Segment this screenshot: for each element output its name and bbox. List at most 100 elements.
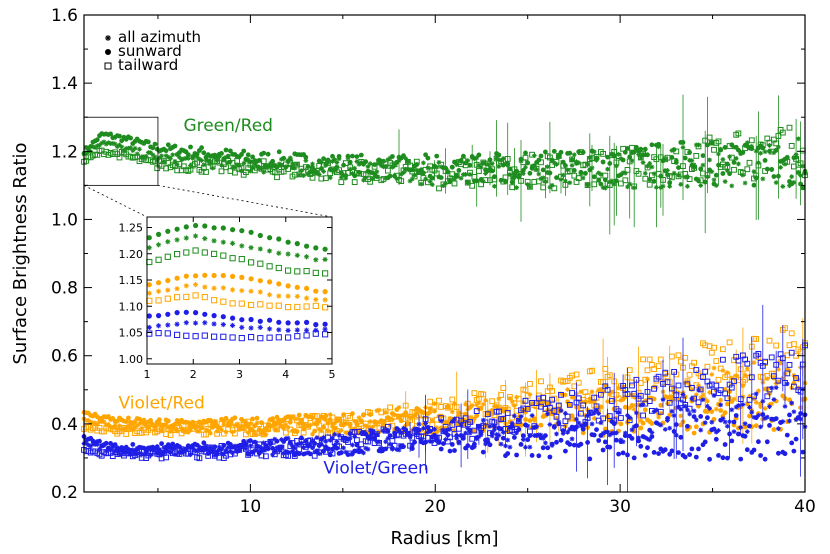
inset-y-tick-label: 1.25	[119, 222, 144, 235]
data-point	[314, 435, 320, 440]
data-point	[196, 428, 202, 434]
data-point	[567, 150, 573, 156]
data-point	[651, 385, 658, 392]
data-point	[640, 412, 647, 419]
data-point	[272, 162, 278, 168]
data-point	[569, 157, 575, 163]
inset-data-point	[164, 295, 171, 302]
data-point	[350, 411, 355, 416]
data-point	[322, 175, 329, 182]
data-point	[700, 392, 706, 398]
data-point	[791, 341, 797, 348]
inset-data-point	[174, 294, 181, 301]
data-point	[176, 154, 182, 160]
data-point	[727, 419, 732, 425]
data-point	[310, 445, 315, 450]
data-point	[788, 330, 795, 337]
data-point	[566, 402, 573, 408]
data-point	[452, 401, 457, 407]
data-point	[554, 431, 559, 437]
data-point	[560, 431, 566, 436]
data-point	[629, 436, 635, 441]
data-point	[358, 160, 364, 165]
data-point	[463, 430, 468, 436]
data-point	[554, 415, 559, 421]
data-point	[471, 174, 478, 180]
data-point	[318, 428, 324, 434]
data-point	[489, 398, 496, 405]
data-point	[762, 168, 769, 174]
inset-data-point	[312, 269, 319, 276]
data-point	[595, 172, 602, 179]
inset-data-point	[313, 322, 319, 328]
data-point	[531, 418, 537, 423]
inset-data-point	[267, 235, 273, 241]
data-point	[593, 403, 600, 410]
data-point	[738, 149, 744, 155]
data-point	[194, 159, 200, 166]
data-point	[606, 182, 613, 188]
data-point	[631, 390, 638, 397]
data-point	[421, 160, 426, 166]
data-point	[518, 414, 524, 419]
data-point	[172, 143, 178, 149]
data-point	[594, 157, 599, 163]
data-point	[631, 406, 637, 412]
data-point	[718, 408, 724, 413]
data-point	[662, 447, 668, 453]
data-point	[658, 402, 664, 408]
inset-data-point	[313, 245, 319, 251]
data-point	[662, 394, 668, 399]
data-point	[547, 422, 553, 427]
data-point	[771, 397, 777, 402]
inset-data-point	[211, 285, 217, 291]
data-point	[139, 445, 145, 451]
data-point	[626, 158, 633, 165]
data-point	[265, 426, 272, 432]
data-point	[538, 432, 544, 438]
legend-marker-open-square	[104, 62, 112, 70]
data-point	[762, 416, 768, 421]
data-point	[554, 175, 559, 181]
data-point	[201, 440, 207, 446]
data-point	[274, 426, 280, 433]
inset-data-point	[174, 286, 180, 292]
data-point	[759, 142, 766, 149]
data-point	[270, 163, 275, 169]
inset-data-point	[322, 321, 328, 327]
inset-data-point	[193, 310, 199, 316]
data-point	[753, 399, 759, 405]
data-point	[345, 439, 351, 445]
data-point	[718, 397, 724, 403]
data-point	[705, 142, 710, 148]
data-point	[605, 154, 610, 160]
data-point	[622, 430, 628, 436]
data-point	[302, 444, 309, 450]
data-point	[689, 446, 695, 452]
inset-data-point	[257, 301, 264, 308]
data-point	[496, 396, 502, 402]
data-point	[354, 437, 360, 444]
data-point	[604, 386, 611, 393]
data-point	[474, 413, 480, 418]
data-point	[611, 149, 618, 155]
data-point	[582, 161, 589, 168]
data-point	[715, 376, 722, 383]
data-point	[678, 434, 684, 440]
data-point	[449, 422, 456, 428]
data-point	[606, 413, 613, 420]
data-point	[573, 371, 580, 378]
data-point	[725, 401, 730, 407]
inset-data-point	[192, 233, 199, 239]
data-point	[578, 441, 584, 447]
data-point	[276, 161, 282, 167]
data-point	[524, 406, 531, 412]
data-point	[421, 421, 426, 427]
data-point	[101, 419, 107, 425]
data-point	[223, 415, 229, 421]
data-point	[616, 151, 622, 157]
data-point	[97, 438, 102, 444]
data-point	[736, 431, 741, 437]
data-point	[487, 430, 493, 437]
data-point	[385, 423, 391, 430]
